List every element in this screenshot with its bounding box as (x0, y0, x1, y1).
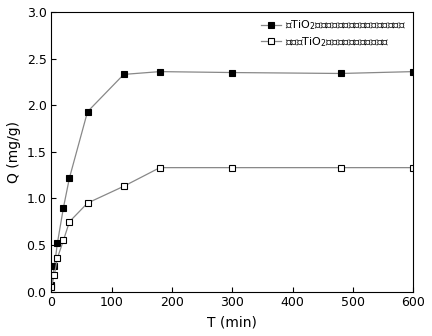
X-axis label: T (min): T (min) (207, 315, 257, 329)
Legend: 以TiO$_2$为核心的山奈素表面分子印迹聚合物, 未添加TiO$_2$的山奈素分子印迹聚合物: 以TiO$_2$为核心的山奈素表面分子印迹聚合物, 未添加TiO$_2$的山奈素… (257, 15, 410, 52)
Y-axis label: Q (mg/g): Q (mg/g) (7, 121, 21, 183)
